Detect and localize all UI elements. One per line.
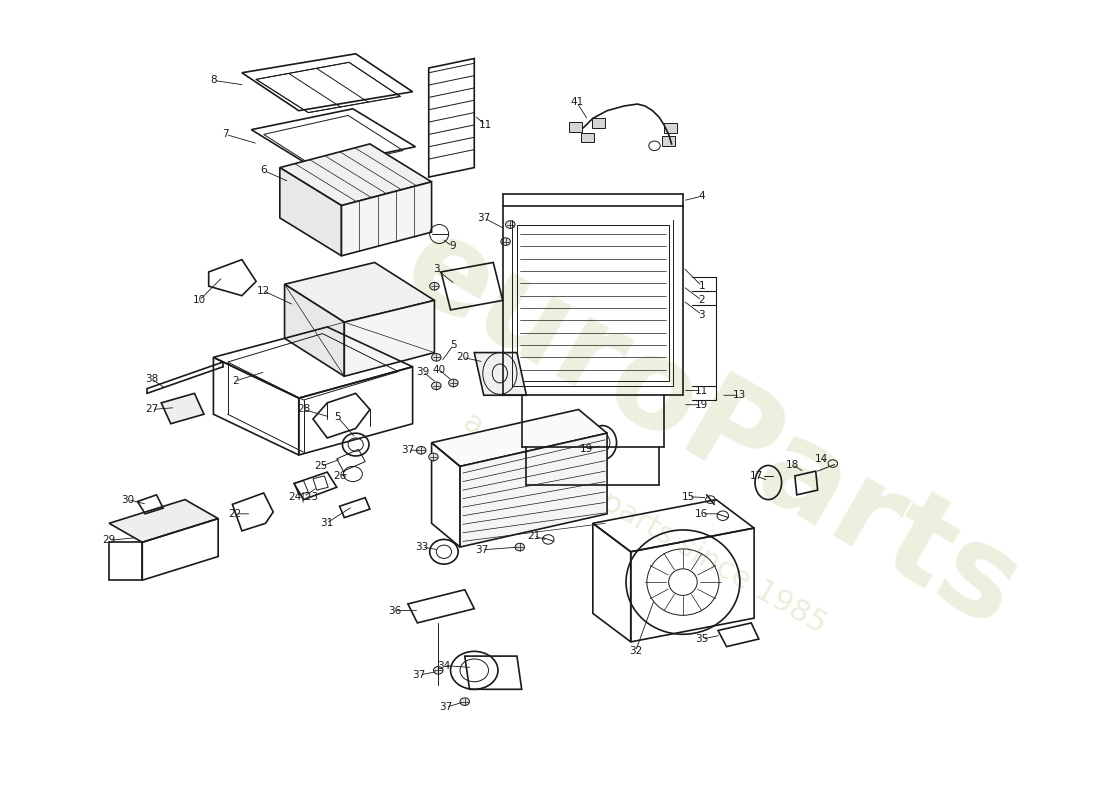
Ellipse shape: [515, 543, 525, 551]
Text: 2: 2: [698, 295, 705, 306]
Text: 37: 37: [412, 670, 426, 680]
Text: 18: 18: [785, 459, 799, 470]
Polygon shape: [279, 144, 431, 206]
Text: 3: 3: [698, 310, 705, 320]
Text: 33: 33: [416, 542, 429, 552]
Polygon shape: [431, 410, 607, 466]
Text: 21: 21: [527, 530, 540, 541]
Text: 19: 19: [695, 400, 708, 410]
Text: 37: 37: [475, 545, 488, 555]
Text: 20: 20: [456, 352, 470, 362]
Text: 24|23: 24|23: [288, 491, 319, 502]
Text: 39: 39: [417, 366, 430, 377]
Polygon shape: [662, 136, 675, 146]
Text: 11: 11: [695, 386, 708, 395]
Text: 41: 41: [570, 97, 583, 107]
Text: euroParts: euroParts: [383, 204, 1041, 654]
Ellipse shape: [431, 382, 441, 390]
Text: 19: 19: [580, 444, 593, 454]
Text: 9: 9: [449, 242, 455, 251]
Polygon shape: [569, 122, 582, 131]
Text: 28: 28: [297, 405, 310, 414]
Text: 27: 27: [145, 405, 158, 414]
Ellipse shape: [417, 446, 426, 454]
Ellipse shape: [500, 238, 510, 246]
Polygon shape: [460, 433, 607, 547]
Polygon shape: [162, 394, 204, 424]
Polygon shape: [109, 499, 218, 542]
Text: a porsche parts since 1985: a porsche parts since 1985: [459, 407, 832, 639]
Text: 37: 37: [402, 446, 415, 455]
Text: 15: 15: [682, 492, 695, 502]
Text: 2: 2: [232, 376, 239, 386]
Text: 8: 8: [210, 75, 217, 86]
Text: 36: 36: [388, 606, 401, 615]
Text: 29: 29: [102, 535, 116, 546]
Text: 5: 5: [334, 412, 341, 422]
Text: 40: 40: [432, 365, 446, 374]
Text: 10: 10: [192, 295, 206, 306]
Text: 12: 12: [257, 286, 271, 296]
Text: 31: 31: [320, 518, 333, 528]
Polygon shape: [285, 284, 344, 376]
Ellipse shape: [431, 354, 441, 361]
Ellipse shape: [433, 666, 443, 674]
Text: 22: 22: [229, 509, 242, 519]
Polygon shape: [592, 118, 605, 128]
Text: 11: 11: [478, 120, 493, 130]
Text: 37: 37: [477, 213, 491, 223]
Polygon shape: [581, 133, 594, 142]
Ellipse shape: [449, 379, 458, 386]
Text: 7: 7: [222, 130, 229, 139]
Text: 1: 1: [698, 281, 705, 291]
Text: 3: 3: [433, 264, 440, 274]
Text: 35: 35: [695, 634, 708, 644]
Text: 30: 30: [121, 494, 134, 505]
Text: 17: 17: [749, 471, 762, 481]
Text: 38: 38: [145, 374, 158, 384]
Text: 6: 6: [261, 166, 267, 175]
Text: 4: 4: [698, 191, 705, 201]
Text: 13: 13: [734, 390, 747, 400]
Text: 5: 5: [450, 340, 456, 350]
Polygon shape: [664, 123, 678, 133]
Polygon shape: [474, 353, 527, 395]
Ellipse shape: [429, 453, 438, 461]
Polygon shape: [279, 168, 341, 256]
Text: 34: 34: [438, 661, 451, 670]
Text: 37: 37: [439, 702, 452, 712]
Text: 25: 25: [314, 462, 327, 471]
Polygon shape: [344, 301, 434, 376]
Polygon shape: [341, 182, 431, 256]
Text: 14: 14: [815, 454, 828, 464]
Text: 26: 26: [333, 471, 346, 481]
Text: 16: 16: [695, 509, 708, 519]
Ellipse shape: [506, 221, 515, 228]
Ellipse shape: [460, 698, 470, 706]
Polygon shape: [285, 262, 435, 322]
Text: 32: 32: [629, 646, 642, 656]
Ellipse shape: [430, 282, 439, 290]
